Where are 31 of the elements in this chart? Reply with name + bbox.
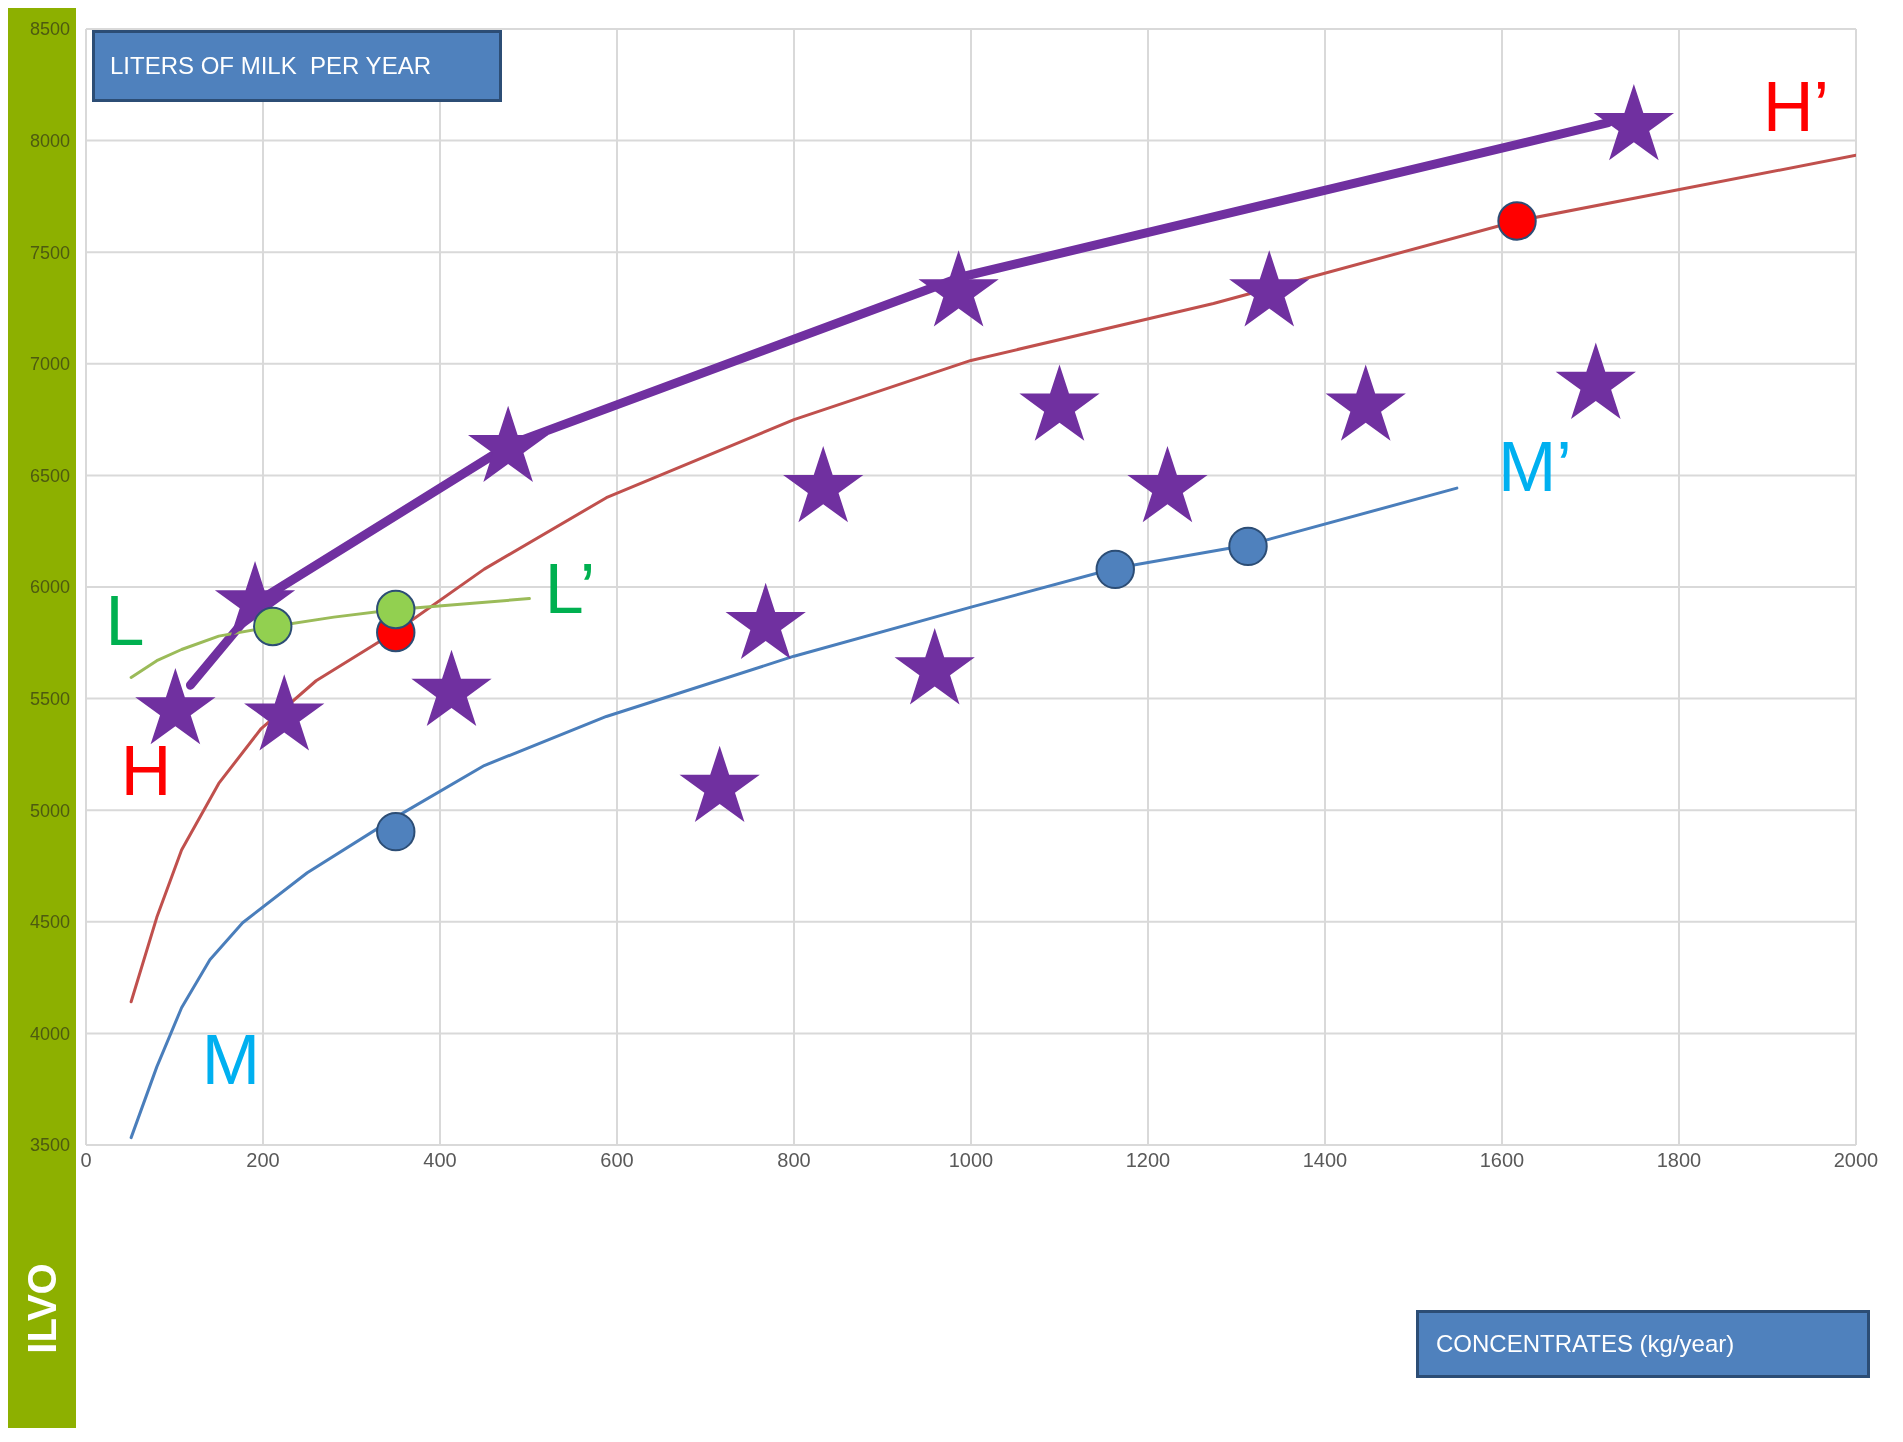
y-tick-label: 3500 — [29, 1135, 70, 1156]
text: ILVO — [19, 1262, 65, 1354]
x-tick-label: 2000 — [1833, 1149, 1879, 1172]
y-tick-label: 7500 — [29, 242, 70, 263]
x-tick-label: 1600 — [1479, 1149, 1525, 1172]
x-tick-label: 1800 — [1656, 1149, 1702, 1172]
text: CONCENTRATES (kg/year) — [1436, 1330, 1735, 1358]
x-tick-label: 800 — [777, 1149, 811, 1172]
annotation: M’ — [1497, 427, 1573, 507]
annotation: H — [119, 731, 173, 811]
y-tick-label: 8000 — [29, 130, 70, 151]
x-tick-label: 1000 — [948, 1149, 994, 1172]
x-tick-label: 0 — [80, 1149, 92, 1172]
y-axis-title: LITERS OF MILK PER YEAR — [110, 52, 431, 80]
y-tick-label: 5000 — [29, 800, 70, 821]
x-tick-label: 600 — [600, 1149, 634, 1172]
x-tick-label: 400 — [423, 1149, 457, 1172]
x-tick-label: 1400 — [1302, 1149, 1348, 1172]
x-tick-label: 1200 — [1125, 1149, 1171, 1172]
annotation: L — [104, 581, 146, 661]
y-tick-label: 4500 — [29, 912, 70, 933]
x-tick-label: 200 — [246, 1149, 280, 1172]
y-tick-label: 7000 — [29, 354, 70, 375]
annotation: M — [200, 1020, 262, 1100]
y-tick-label: 5500 — [29, 688, 70, 709]
annotation: L’ — [543, 549, 597, 629]
y-tick-label: 6500 — [29, 465, 70, 486]
y-tick-label: 4000 — [29, 1023, 70, 1044]
y-tick-label: 8500 — [29, 19, 70, 40]
annotation: H’ — [1761, 67, 1831, 147]
y-tick-label: 6000 — [29, 577, 70, 598]
